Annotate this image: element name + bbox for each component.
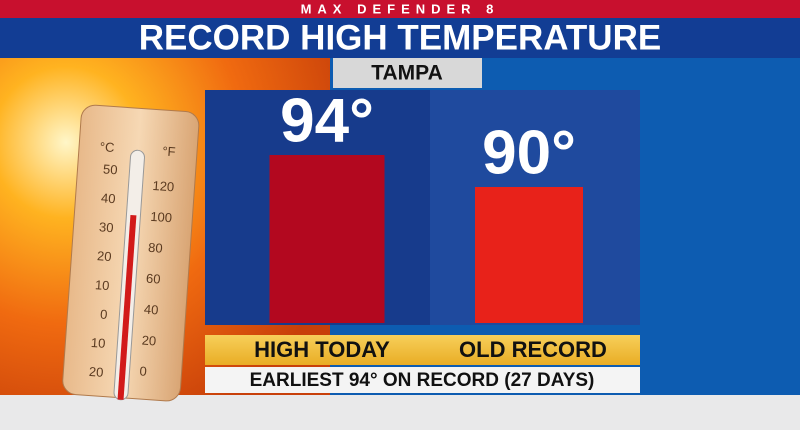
thermometer-mercury: [117, 214, 137, 400]
bottom-strip: [0, 395, 800, 430]
scale-label: 100: [150, 209, 173, 225]
bar: [475, 187, 583, 323]
unit-label: °C: [99, 139, 115, 155]
bar: [269, 155, 385, 323]
scale-label: 60: [146, 271, 161, 287]
scale-label: 20: [88, 364, 103, 380]
scale-label: 0: [139, 363, 147, 378]
label-band: [205, 335, 640, 365]
chart-note: EARLIEST 94° ON RECORD (27 DAYS): [250, 370, 595, 391]
scale-label: 40: [143, 302, 158, 318]
brand-strip: [0, 0, 800, 18]
scale-label: 20: [141, 332, 156, 348]
category-label: HIGH TODAY: [254, 337, 390, 362]
scale-label: 50: [103, 161, 118, 177]
scale-label: 80: [148, 240, 163, 256]
subtitle-box: [333, 58, 482, 88]
chart-subtitle: TAMPA: [371, 62, 443, 85]
scale-label: 10: [90, 335, 105, 351]
value-label: 90°: [482, 118, 576, 187]
category-label: OLD RECORD: [459, 337, 607, 362]
title-band: [0, 18, 800, 58]
scale-label: 20: [97, 248, 112, 264]
scale-label: 10: [95, 277, 110, 293]
value-label: 94°: [280, 86, 374, 155]
chart-title: RECORD HIGH TEMPERATURE: [139, 18, 661, 57]
scale-label: 120: [152, 178, 175, 194]
scale-label: 0: [100, 307, 108, 322]
unit-label: °F: [162, 143, 176, 159]
brand: MAX DEFENDER 8: [301, 1, 500, 16]
scale-label: 40: [101, 190, 116, 206]
note-box: [205, 367, 640, 393]
scale-label: 30: [99, 219, 114, 235]
